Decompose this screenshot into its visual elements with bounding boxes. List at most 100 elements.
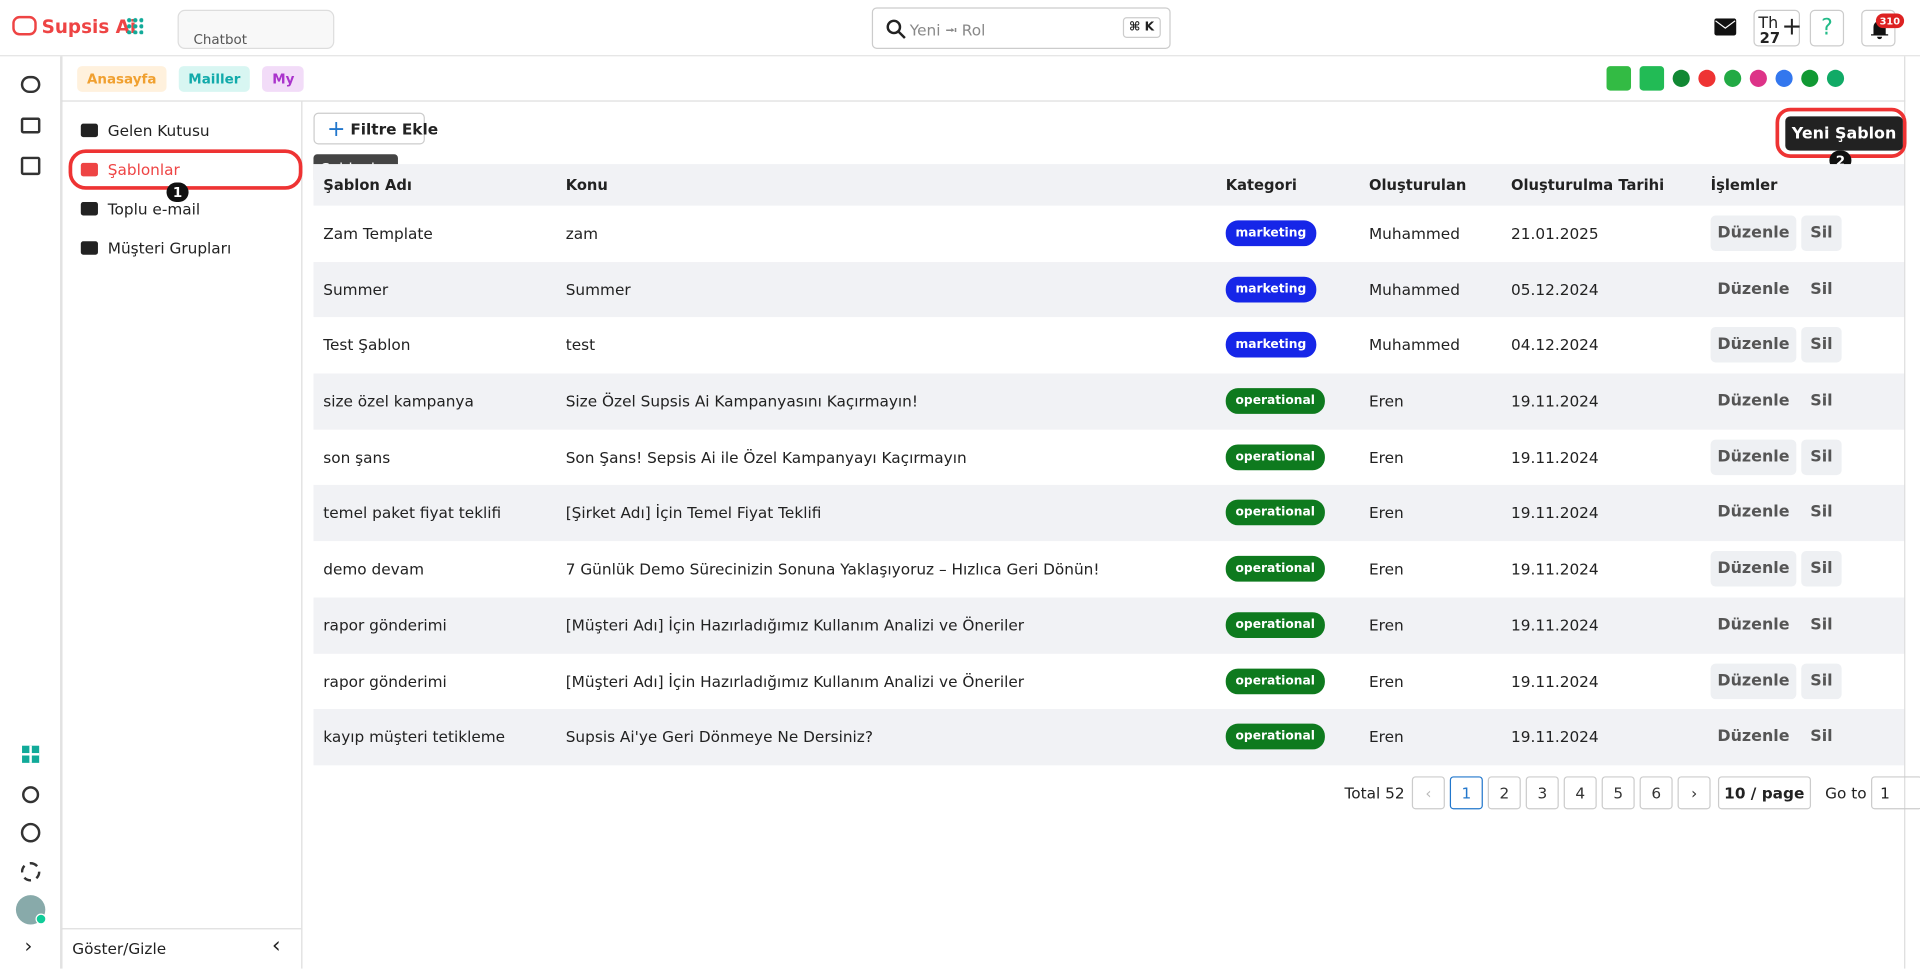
next-page[interactable]: › xyxy=(1677,776,1711,810)
page-button[interactable]: 1 xyxy=(1449,776,1483,810)
edit-button[interactable]: Düzenle xyxy=(1710,663,1797,699)
category-badge: operational xyxy=(1225,723,1325,750)
rail-share[interactable] xyxy=(22,786,40,804)
cell: 19.11.2024 xyxy=(1511,447,1599,467)
cell: Eren xyxy=(1368,615,1404,635)
edit-button[interactable]: Düzenle xyxy=(1717,727,1790,746)
channel-icon[interactable] xyxy=(1775,69,1793,87)
edit-button[interactable]: Düzenle xyxy=(1710,439,1797,475)
content-frame xyxy=(61,56,1906,969)
table-row: rapor gönderimi [Müşteri Adı] İçin Hazırl… xyxy=(313,653,1905,710)
sidebar-item[interactable]: Gelen Kutusu xyxy=(61,110,301,149)
plus-icon: + xyxy=(1781,11,1803,41)
date-button[interactable]: Th 27 + xyxy=(1753,9,1803,47)
collapse-icon[interactable]: ‹ xyxy=(271,933,281,959)
sidebar-footer-line xyxy=(61,928,302,930)
logo-icon xyxy=(12,15,37,36)
channel-icon[interactable] xyxy=(1801,69,1819,87)
date-day: Th xyxy=(1758,14,1779,34)
category-badge: operational xyxy=(1225,667,1325,694)
delete-button[interactable]: Sil xyxy=(1810,280,1833,299)
edit-button[interactable]: Düzenle xyxy=(1717,280,1790,299)
chatbot-tab[interactable]: Chatbot xyxy=(177,9,335,49)
column-header[interactable]: Oluşturulan xyxy=(1368,176,1467,194)
cell: kayıp müşteri tetikleme xyxy=(323,727,506,746)
toggle-label[interactable]: Göster/Gizle xyxy=(72,939,167,958)
column-header[interactable]: Kategori xyxy=(1225,176,1297,194)
category-badge: operational xyxy=(1225,500,1325,526)
page-button[interactable]: 2 xyxy=(1487,776,1521,810)
channel-icon[interactable] xyxy=(1749,69,1767,87)
delete-button[interactable]: Sil xyxy=(1801,551,1842,587)
cell: Muhammed xyxy=(1368,280,1460,299)
column-header[interactable]: Şablon Adı xyxy=(323,176,412,194)
category-badge: marketing xyxy=(1225,276,1317,303)
channel-icon[interactable] xyxy=(1724,69,1742,87)
search-box[interactable]: Yeni ⭲ Rol ⌘ K xyxy=(871,7,1171,49)
rail-contacts[interactable] xyxy=(20,117,41,134)
page-size[interactable]: 10 / page xyxy=(1718,776,1811,810)
delete-button[interactable]: Sil xyxy=(1810,615,1833,635)
table-row: size özel kampanya Size Özel Supsis Ai Ka… xyxy=(313,373,1905,430)
notification-button[interactable]: 310 xyxy=(1861,9,1904,47)
filter-label: Filtre Ekle xyxy=(350,119,439,138)
cell: 7 Günlük Demo Sürecinizin Sonuna Yaklaşı… xyxy=(565,559,1100,579)
rail-dashboard[interactable] xyxy=(22,745,40,763)
edit-button[interactable]: Düzenle xyxy=(1710,215,1797,252)
channel-icon[interactable] xyxy=(1606,66,1632,91)
rail-inbox[interactable] xyxy=(20,156,41,176)
goto-input[interactable]: 1 xyxy=(1871,776,1920,810)
delete-button[interactable]: Sil xyxy=(1810,391,1833,411)
cell: Size Özel Supsis Ai Kampanyasını Kaçırma… xyxy=(565,391,919,411)
search-placeholder: Yeni ⭲ Rol xyxy=(909,20,986,40)
delete-button[interactable]: Sil xyxy=(1810,727,1833,746)
page-button[interactable]: 3 xyxy=(1525,776,1559,810)
rail-expand[interactable]: › xyxy=(24,934,33,958)
cell: 05.12.2024 xyxy=(1511,280,1599,299)
delete-button[interactable]: Sil xyxy=(1801,327,1842,363)
sidebar-item[interactable]: Toplu e-mail xyxy=(61,189,301,228)
page-button[interactable]: 6 xyxy=(1639,776,1673,810)
new-template-button[interactable]: Yeni Şablon xyxy=(1785,116,1903,151)
column-header[interactable]: İşlemler xyxy=(1710,176,1778,194)
cell: Eren xyxy=(1368,559,1404,579)
edit-button[interactable]: Düzenle xyxy=(1717,503,1790,523)
avatar[interactable] xyxy=(15,895,47,925)
tab[interactable]: Mailler xyxy=(178,66,251,92)
rail-settings[interactable] xyxy=(20,862,41,882)
delete-button[interactable]: Sil xyxy=(1801,215,1842,252)
delete-button[interactable]: Sil xyxy=(1801,439,1842,475)
delete-button[interactable]: Sil xyxy=(1801,663,1842,699)
prev-page[interactable]: ‹ xyxy=(1411,776,1445,810)
app-name[interactable]: Supsis Ai xyxy=(41,15,137,38)
mail-icon[interactable] xyxy=(1714,18,1737,36)
tab[interactable]: My xyxy=(262,66,305,92)
apps-icon[interactable] xyxy=(126,17,144,35)
edit-button[interactable]: Düzenle xyxy=(1710,327,1797,363)
notification-badge: 310 xyxy=(1875,13,1904,29)
channel-icon[interactable] xyxy=(1639,66,1665,91)
column-header[interactable]: Oluşturulma Tarihi xyxy=(1511,176,1665,194)
help-button[interactable]: ? xyxy=(1809,9,1845,47)
page-button[interactable]: 5 xyxy=(1601,776,1635,810)
channel-icon[interactable] xyxy=(1826,69,1845,87)
edit-button[interactable]: Düzenle xyxy=(1710,551,1797,587)
sidebar-item[interactable]: Müşteri Grupları xyxy=(61,228,301,267)
tab[interactable]: Anasayfa xyxy=(77,66,167,92)
channel-icon[interactable] xyxy=(1698,69,1716,87)
cell: 19.11.2024 xyxy=(1511,559,1599,579)
left-rail xyxy=(0,56,62,969)
channel-icon[interactable] xyxy=(1672,69,1690,87)
column-header[interactable]: Konu xyxy=(565,176,608,194)
filter-button[interactable]: + Filtre Ekle xyxy=(313,112,438,145)
rail-reports[interactable] xyxy=(20,822,41,843)
delete-button[interactable]: Sil xyxy=(1810,503,1833,523)
page-button[interactable]: 4 xyxy=(1563,776,1597,810)
cell: Muhammed xyxy=(1368,224,1460,243)
edit-button[interactable]: Düzenle xyxy=(1717,615,1790,635)
rail-chat[interactable] xyxy=(20,75,41,94)
edit-button[interactable]: Düzenle xyxy=(1717,391,1790,411)
cell: rapor gönderimi xyxy=(323,615,447,635)
cell: Eren xyxy=(1368,727,1404,746)
